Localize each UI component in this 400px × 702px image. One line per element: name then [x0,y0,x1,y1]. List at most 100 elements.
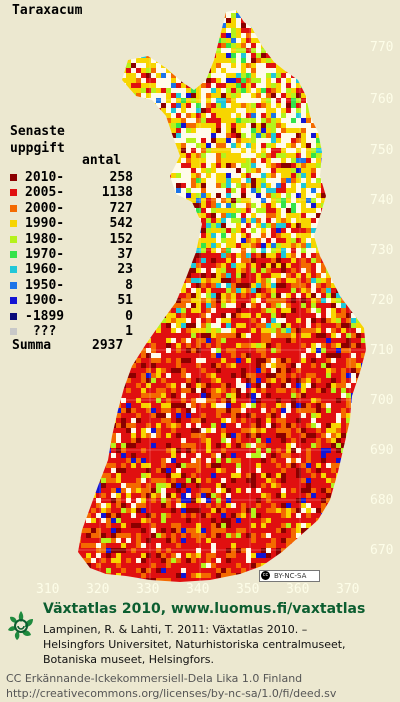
occurrence-cell [211,113,216,118]
occurrence-cell [246,318,251,323]
occurrence-cell [236,13,241,18]
occurrence-cell [206,363,211,368]
occurrence-cell [336,368,341,373]
occurrence-cell [261,413,266,418]
occurrence-cell [271,418,276,423]
occurrence-cell [226,173,231,178]
occurrence-cell [311,293,316,298]
occurrence-cell [366,228,371,233]
occurrence-cell [131,38,136,43]
occurrence-cell [211,458,216,463]
occurrence-cell [156,448,161,453]
occurrence-cell [201,143,206,148]
occurrence-cell [241,248,246,253]
occurrence-cell [231,418,236,423]
occurrence-cell [196,393,201,398]
occurrence-cell [106,488,111,493]
occurrence-cell [366,13,371,18]
occurrence-cell [156,323,161,328]
occurrence-cell [166,328,171,333]
occurrence-cell [346,318,351,323]
occurrence-cell [306,338,311,343]
occurrence-cell [306,408,311,413]
occurrence-cell [78,63,81,68]
occurrence-cell [226,508,231,513]
occurrence-cell [176,28,181,33]
occurrence-cell [281,63,286,68]
occurrence-cell [231,348,236,353]
occurrence-cell [141,508,146,513]
occurrence-cell [341,108,346,113]
occurrence-cell [296,288,301,293]
occurrence-cell [186,253,191,258]
occurrence-cell [186,273,191,278]
occurrence-cell [131,113,136,118]
occurrence-cell [341,378,346,383]
occurrence-cell [251,388,256,393]
occurrence-cell [171,348,176,353]
occurrence-cell [136,508,141,513]
occurrence-cell [251,448,256,453]
occurrence-cell [301,453,306,458]
occurrence-cell [236,453,241,458]
occurrence-cell [356,308,361,313]
occurrence-cell [191,23,196,28]
occurrence-cell [96,358,101,363]
occurrence-cell [111,398,116,403]
occurrence-cell [86,388,91,393]
occurrence-cell [146,83,151,88]
occurrence-cell [116,88,121,93]
occurrence-cell [141,333,146,338]
occurrence-cell [306,263,311,268]
occurrence-cell [281,183,286,188]
occurrence-cell [196,163,201,168]
occurrence-cell [316,238,321,243]
occurrence-cell [276,103,281,108]
occurrence-cell [196,293,201,298]
occurrence-cell [316,448,321,453]
occurrence-cell [78,408,81,413]
occurrence-cell [211,53,216,58]
occurrence-cell [81,358,86,363]
occurrence-cell [156,483,161,488]
occurrence-cell [281,438,286,443]
occurrence-cell [226,38,231,43]
occurrence-cell [91,438,96,443]
occurrence-cell [136,133,141,138]
occurrence-cell [321,53,326,58]
occurrence-cell [276,443,281,448]
occurrence-cell [266,298,271,303]
occurrence-cell [106,368,111,373]
occurrence-cell [336,323,341,328]
occurrence-cell [86,348,91,353]
occurrence-cell [231,403,236,408]
occurrence-cell [171,143,176,148]
occurrence-cell [136,243,141,248]
occurrence-cell [201,513,206,518]
occurrence-cell [186,393,191,398]
occurrence-cell [231,153,236,158]
occurrence-cell [291,243,296,248]
occurrence-cell [331,463,336,468]
occurrence-cell [231,58,236,63]
occurrence-cell [161,18,166,23]
occurrence-cell [266,278,271,283]
occurrence-cell [186,428,191,433]
occurrence-cell [231,43,236,48]
occurrence-cell [161,463,166,468]
occurrence-cell [301,433,306,438]
occurrence-cell [286,373,291,378]
occurrence-cell [156,468,161,473]
occurrence-cell [141,438,146,443]
occurrence-cell [141,503,146,508]
occurrence-cell [191,158,196,163]
occurrence-cell [241,88,246,93]
occurrence-cell [231,258,236,263]
occurrence-cell [231,373,236,378]
occurrence-cell [251,433,256,438]
occurrence-cell [81,108,86,113]
occurrence-cell [291,303,296,308]
occurrence-cell [296,403,301,408]
occurrence-cell [151,303,156,308]
occurrence-cell [186,378,191,383]
